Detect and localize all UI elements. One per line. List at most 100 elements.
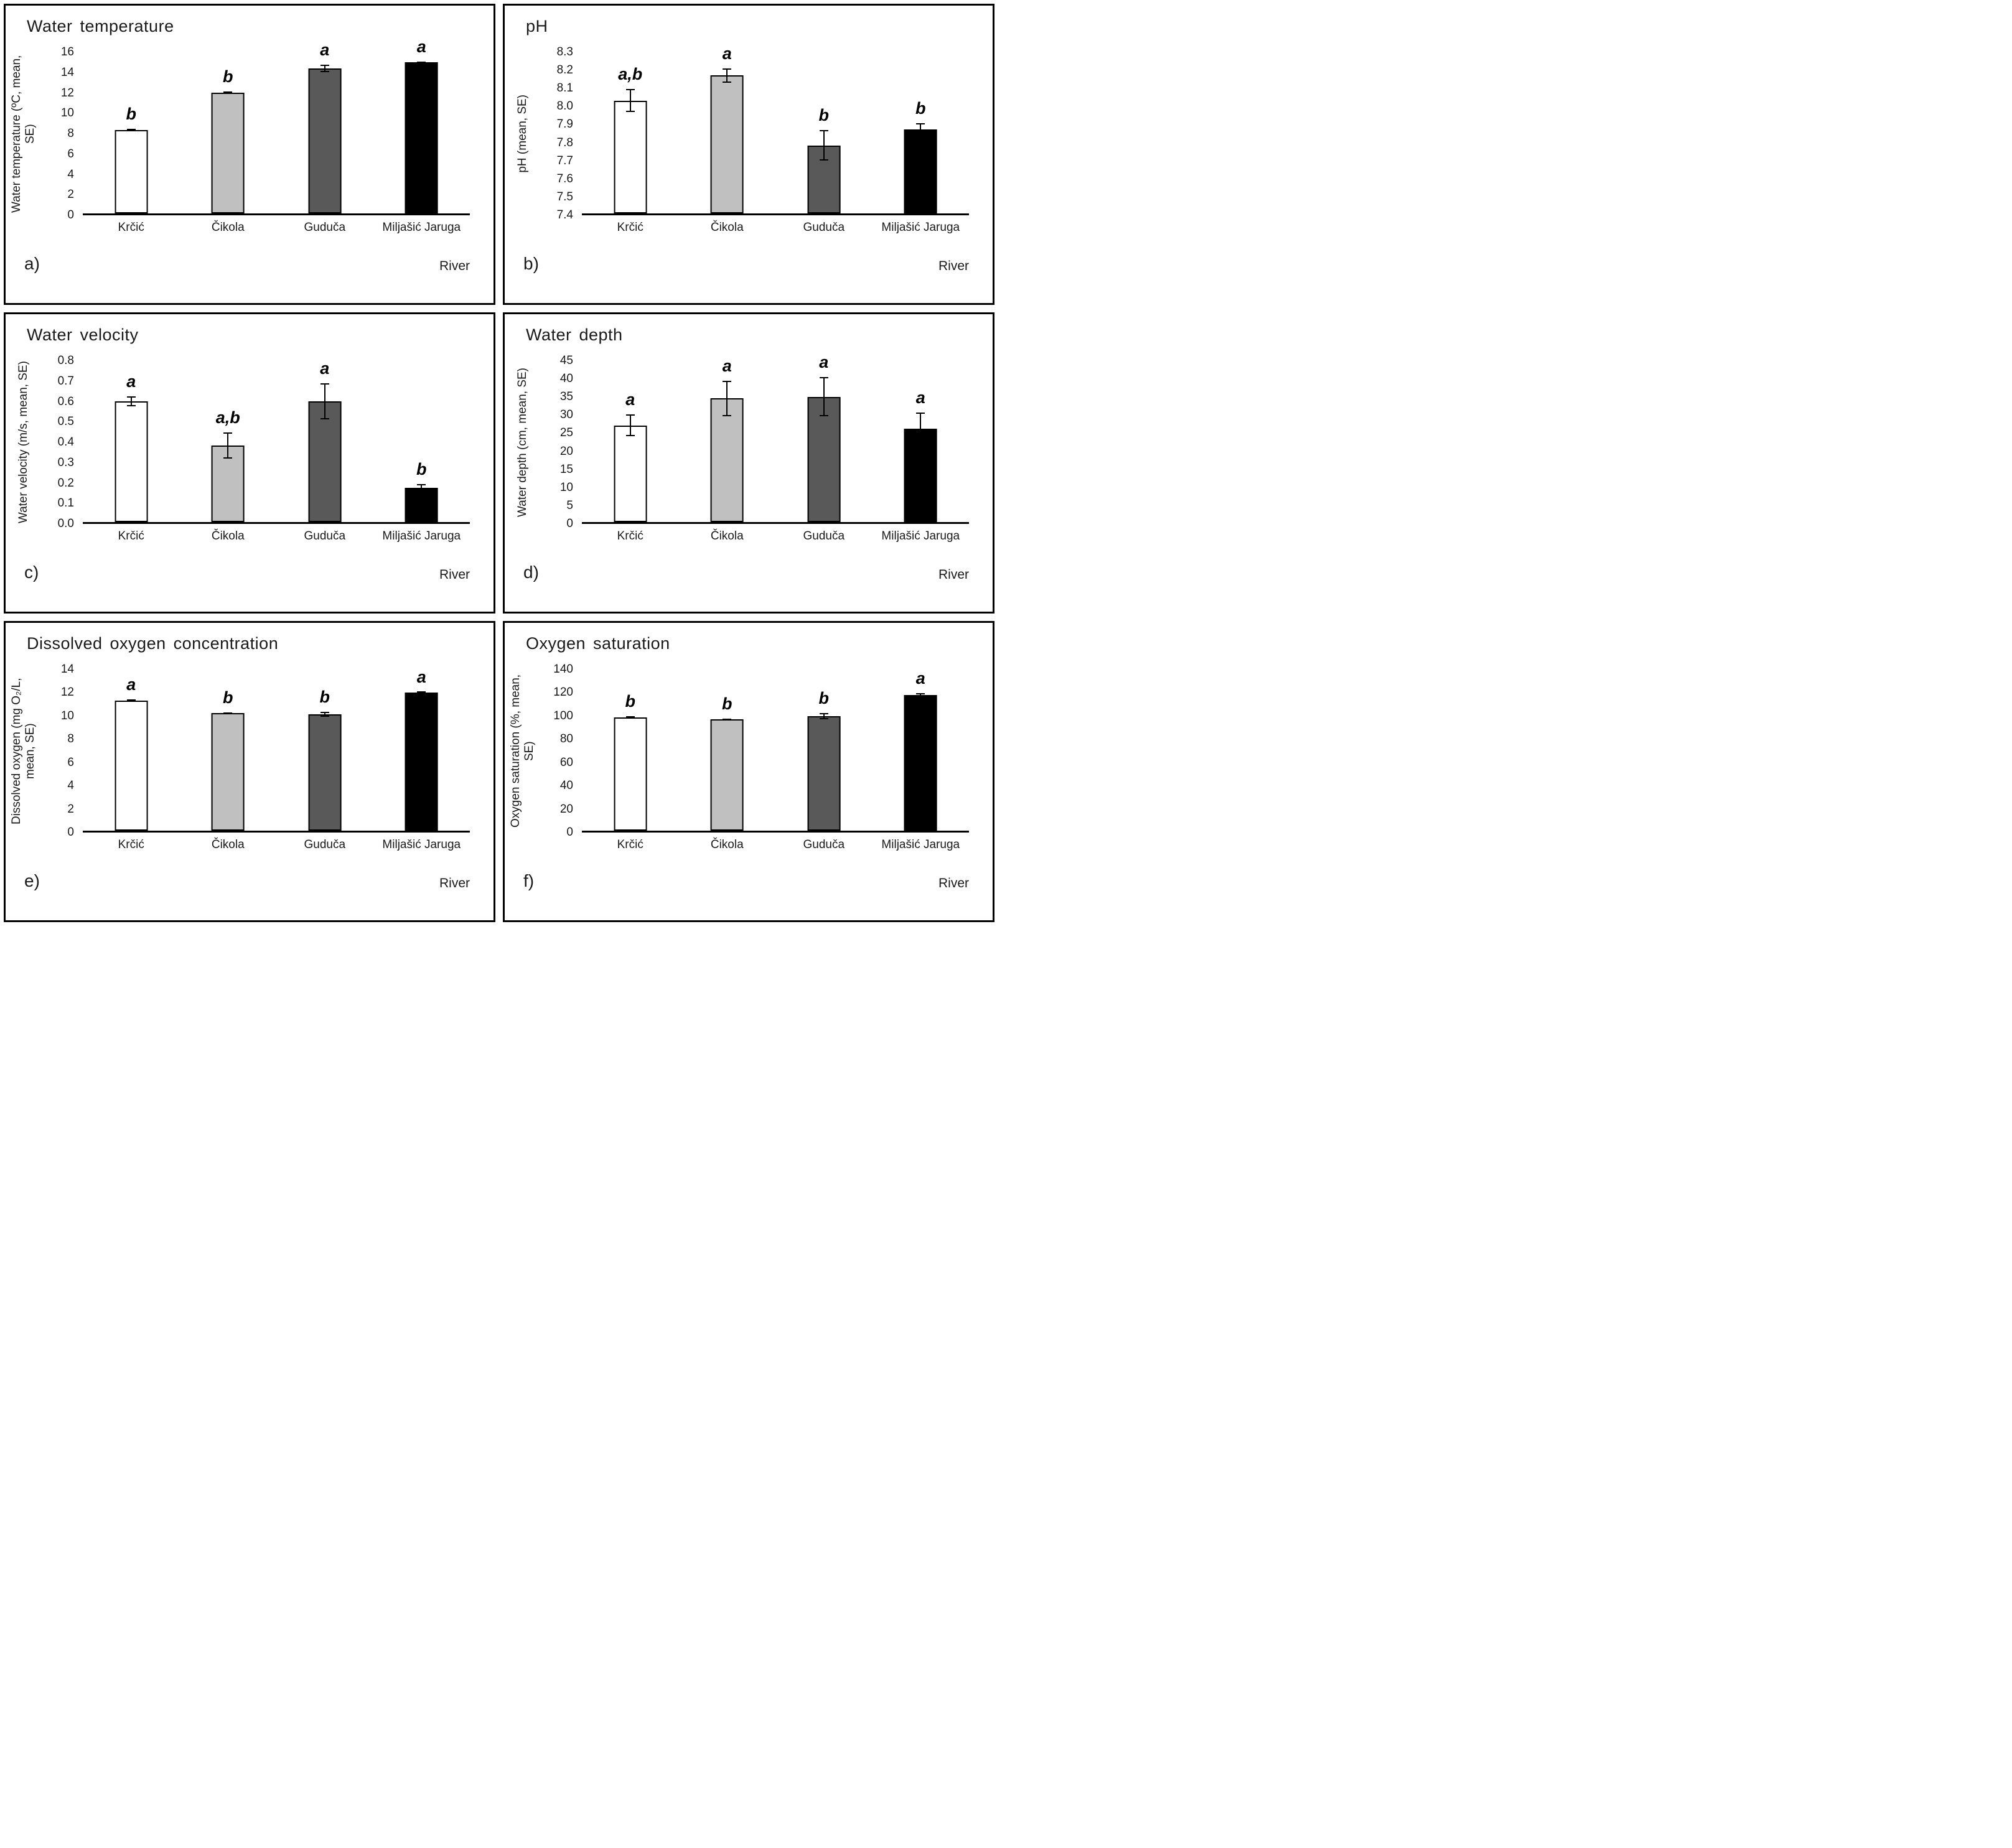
significance-letter: a [722,44,732,63]
panel-a-water-temperature: Water temperature Water temperature (ºC,… [4,4,495,305]
error-bar [126,129,136,131]
y-tick-label: 0.3 [57,455,74,469]
y-tick-label: 0.1 [57,497,74,510]
y-tick-label: 120 [553,686,573,699]
chart-area: Water velocity (m/s, mean, SE) 0.0 0.1 0.2… [6,354,494,543]
error-bar [819,376,828,417]
x-tick-label: Guduča [304,838,346,851]
error-bar [223,712,233,714]
y-tick-label: 7.5 [556,190,573,203]
category-slot: b Guduča [775,52,873,234]
significance-letter: b [625,691,636,711]
panel-c-water-velocity: Water velocity Water velocity (m/s, mean… [4,312,495,614]
bar [115,129,148,213]
x-axis-title: River [439,259,470,273]
y-axis-label: Oxygen saturation (%, mean, SE) [509,674,536,828]
y-tick-label: 8 [67,127,74,140]
significance-letter: b [722,694,732,713]
x-tick-label: Guduča [304,221,346,234]
y-tick-label: 14 [60,65,74,79]
y-tick-label: 15 [559,462,573,476]
x-tick-label: Čikola [710,530,744,543]
y-axis-label: Water depth (cm, mean, SE) [516,367,530,518]
x-tick-label: Guduča [803,530,845,543]
x-tick-label: Miljašić Jaruga [382,838,461,851]
error-bar [417,483,426,492]
significance-letter: b [915,98,926,118]
plot-area: a,b Krčić a Čikola b Guduča b Miljašić Jaruga [582,44,969,234]
bar [807,716,841,831]
y-tick-label: 0 [566,517,573,530]
y-axis: 0 2 4 6 8 10 12 14 [42,663,77,839]
y-tick-label: 0.6 [57,394,74,408]
chart-area: Water temperature (ºC, mean, SE) 0 2 4 6 8 10… [6,37,494,234]
x-tick-label: Guduča [803,221,845,234]
category-slot: a Guduča [276,40,373,234]
bar [211,713,245,831]
y-tick-label: 8.2 [556,63,573,77]
significance-letter: a [126,675,136,694]
significance-letter: b [416,459,427,478]
x-tick-label: Čikola [710,838,744,851]
panel-letter: a) [24,254,40,273]
significance-letter: a [625,390,635,409]
x-tick-label: Guduča [304,530,346,543]
y-axis-label: Water velocity (m/s, mean, SE) [17,361,30,524]
x-axis-title: River [439,567,470,582]
y-tick-label: 60 [559,755,573,769]
y-tick-label: 7.8 [556,136,573,149]
error-bar [723,718,732,721]
category-slot: a Krčić [582,361,679,543]
category-slot: b Čikola [679,670,776,851]
panel-b-ph: pH pH (mean, SE) 7.4 7.5 7.6 7.7 7.8 7.9 8.0 8.… [503,4,994,305]
y-axis-label: Dissolved oxygen (mg O₂/L, mean, SE) [10,678,37,824]
y-tick-label: 6 [67,755,74,769]
y-tick-label: 20 [559,444,573,458]
y-axis: 7.4 7.5 7.6 7.7 7.8 7.9 8.0 8.1 8.2 8.3 [541,45,576,222]
significance-letter: b [319,688,330,707]
y-tick-label: 0.7 [57,374,74,388]
bar [904,429,937,522]
panel-letter: d) [523,562,539,582]
significance-letter: a [416,667,426,686]
bar [308,68,342,213]
y-tick-label: 8.3 [556,45,573,58]
x-tick-label: Miljašić Jaruga [881,530,960,543]
x-tick-label: Guduča [803,838,845,851]
y-tick-label: 8.0 [556,100,573,113]
y-tick-label: 35 [559,390,573,404]
x-tick-label: Čikola [211,838,245,851]
bar [115,401,148,522]
chart-area: Water depth (cm, mean, SE) 0 5 10 15 20 25 30 3… [505,353,993,543]
significance-letter: a [915,669,925,688]
bar [115,700,148,831]
x-tick-label: Krčić [118,838,144,851]
y-tick-label: 8.1 [556,82,573,95]
bar [904,129,937,213]
y-tick-label: 7.4 [556,208,573,222]
plot-area: a Krčić a Čikola a Guduča a Miljašić Jaruga [582,353,969,543]
y-tick-label: 0.8 [57,354,74,367]
panel-title: Water temperature [27,17,174,35]
y-tick-label: 0 [67,826,74,839]
panel-letter: e) [24,871,40,890]
error-bar [819,130,828,161]
category-slot: b Guduča [276,670,373,851]
y-tick-label: 140 [553,663,573,676]
y-tick-label: 14 [60,663,74,676]
plot-area: a Krčić a,b Čikola a Guduča b Miljašić Jaruga [83,359,470,543]
category-slot: b Miljašić Jaruga [373,361,470,543]
bar [614,717,647,831]
chart-area: Oxygen saturation (%, mean, SE) 0 20 40 60 8… [505,663,993,851]
y-tick-label: 10 [60,709,74,722]
x-tick-label: Čikola [710,221,744,234]
category-slot: a Miljašić Jaruga [873,669,970,851]
y-tick-label: 0 [67,208,74,222]
y-tick-label: 6 [67,147,74,161]
y-tick-label: 16 [60,45,74,58]
y-axis: 0 20 40 60 80 100 120 140 [541,663,576,839]
bar [405,693,438,831]
y-tick-label: 7.9 [556,118,573,131]
y-tick-label: 4 [67,779,74,793]
y-tick-label: 7.6 [556,172,573,185]
